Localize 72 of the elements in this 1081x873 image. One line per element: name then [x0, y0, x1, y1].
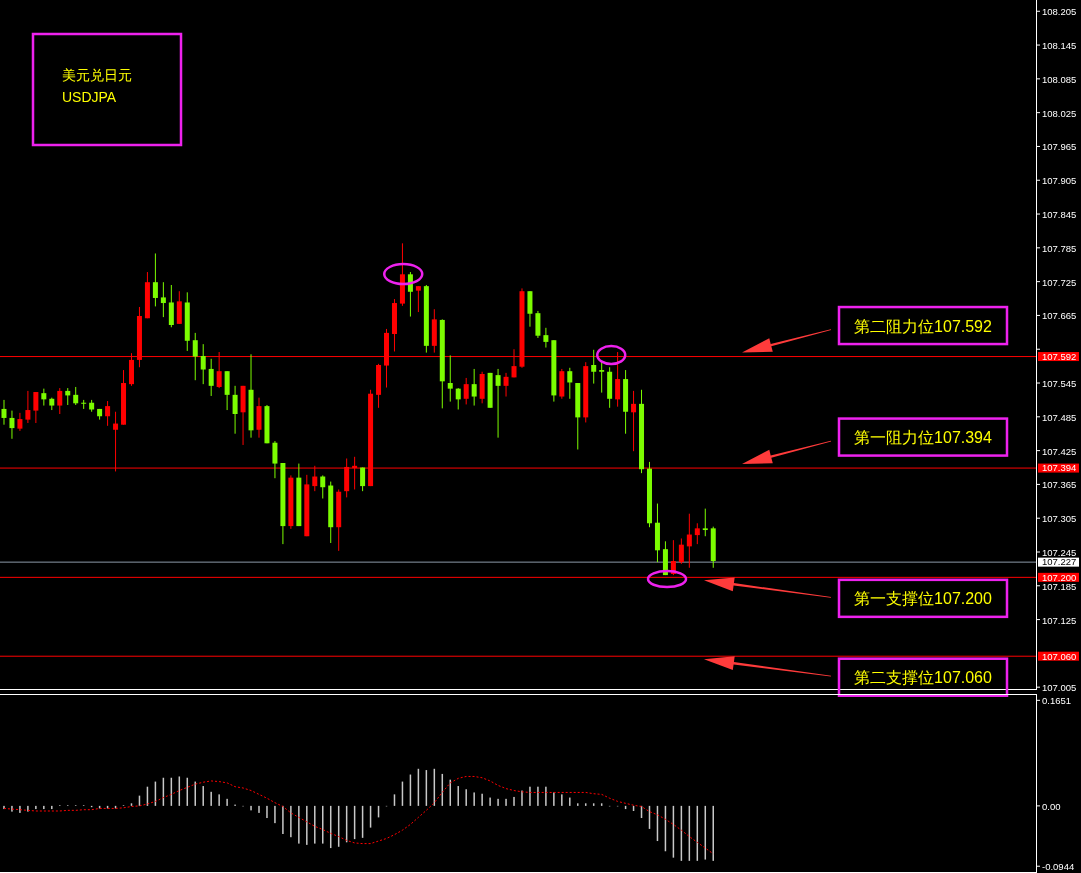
- y-tick-label: 107.185: [1042, 580, 1077, 592]
- candlestick: [567, 367, 573, 400]
- candlestick: [168, 284, 174, 328]
- ref-line-label: 107.227: [1042, 556, 1077, 568]
- candlestick: [543, 327, 549, 349]
- candlestick: [455, 387, 461, 410]
- candlestick: [25, 390, 31, 424]
- candlestick: [599, 361, 605, 394]
- y-tick-label: 107.365: [1042, 479, 1077, 491]
- candlestick: [527, 290, 533, 328]
- candlestick: [1, 399, 7, 426]
- annotation: USDJPA: [62, 89, 117, 105]
- candlestick: [694, 522, 700, 545]
- y-tick-label: -0.0944: [1042, 861, 1075, 873]
- y-tick-label: 0.00: [1042, 800, 1061, 812]
- y-tick-label: 107.785: [1042, 242, 1077, 254]
- candlestick: [447, 354, 453, 403]
- ref-line-label: 107.200: [1042, 571, 1077, 583]
- candlestick: [160, 281, 166, 318]
- candlestick: [686, 513, 692, 569]
- candlestick: [73, 386, 79, 406]
- candlestick: [415, 285, 421, 313]
- annotation: 第二支撑位107.060: [854, 669, 993, 687]
- candlestick: [9, 410, 15, 440]
- candlestick: [320, 474, 326, 499]
- candlestick: [535, 310, 541, 339]
- candlestick: [33, 391, 39, 424]
- candlestick: [591, 349, 597, 385]
- candlestick: [232, 385, 238, 435]
- candlestick: [495, 368, 501, 439]
- y-tick-label: 107.965: [1042, 141, 1077, 153]
- candlestick: [105, 400, 111, 427]
- y-tick-label: 107.425: [1042, 445, 1077, 457]
- candlestick: [678, 537, 684, 565]
- y-tick-label: 108.085: [1042, 73, 1077, 85]
- candlestick: [208, 358, 214, 397]
- y-tick-label: 107.125: [1042, 614, 1077, 626]
- candlestick: [503, 372, 509, 398]
- annotation: 第一支撑位107.200: [854, 590, 993, 608]
- candlestick: [152, 252, 158, 307]
- y-tick-label: 108.205: [1042, 6, 1077, 18]
- annotation: 美元兑日元: [62, 67, 132, 83]
- annotation: 第二阻力位107.592: [854, 317, 993, 335]
- annotation: 第一阻力位107.394: [854, 429, 993, 447]
- candlestick: [471, 368, 477, 407]
- candlestick: [57, 387, 63, 415]
- line-series: [3, 775, 714, 855]
- y-tick-label: 107.305: [1042, 513, 1077, 525]
- y-tick-label: 107.485: [1042, 411, 1077, 423]
- candlestick: [17, 412, 23, 432]
- candlestick: [702, 508, 708, 537]
- ref-line-label: 107.060: [1042, 650, 1077, 662]
- candlestick: [176, 290, 182, 325]
- y-tick-label: 107.245: [1042, 547, 1077, 558]
- ref-line-label: 107.394: [1042, 462, 1077, 474]
- candlestick: [200, 343, 206, 385]
- y-tick-label: 107.005: [1042, 682, 1077, 694]
- candlestick: [631, 390, 637, 452]
- ref-line-label: 107.592: [1042, 350, 1077, 362]
- y-tick-label: 107.905: [1042, 175, 1077, 187]
- y-tick-label: 107.725: [1042, 276, 1077, 288]
- candlestick: [224, 370, 230, 411]
- y-tick-label: 108.025: [1042, 107, 1077, 119]
- y-tick-label: 107.545: [1042, 378, 1077, 390]
- y-tick-label: 107.665: [1042, 310, 1077, 322]
- y-tick-label: 0.1651: [1042, 695, 1072, 707]
- candlestick: [272, 440, 278, 479]
- candlestick: [463, 377, 469, 405]
- candlestick: [192, 332, 198, 381]
- y-tick-label: 107.845: [1042, 209, 1077, 221]
- candlestick: [256, 397, 262, 439]
- y-tick-label: 108.145: [1042, 40, 1077, 52]
